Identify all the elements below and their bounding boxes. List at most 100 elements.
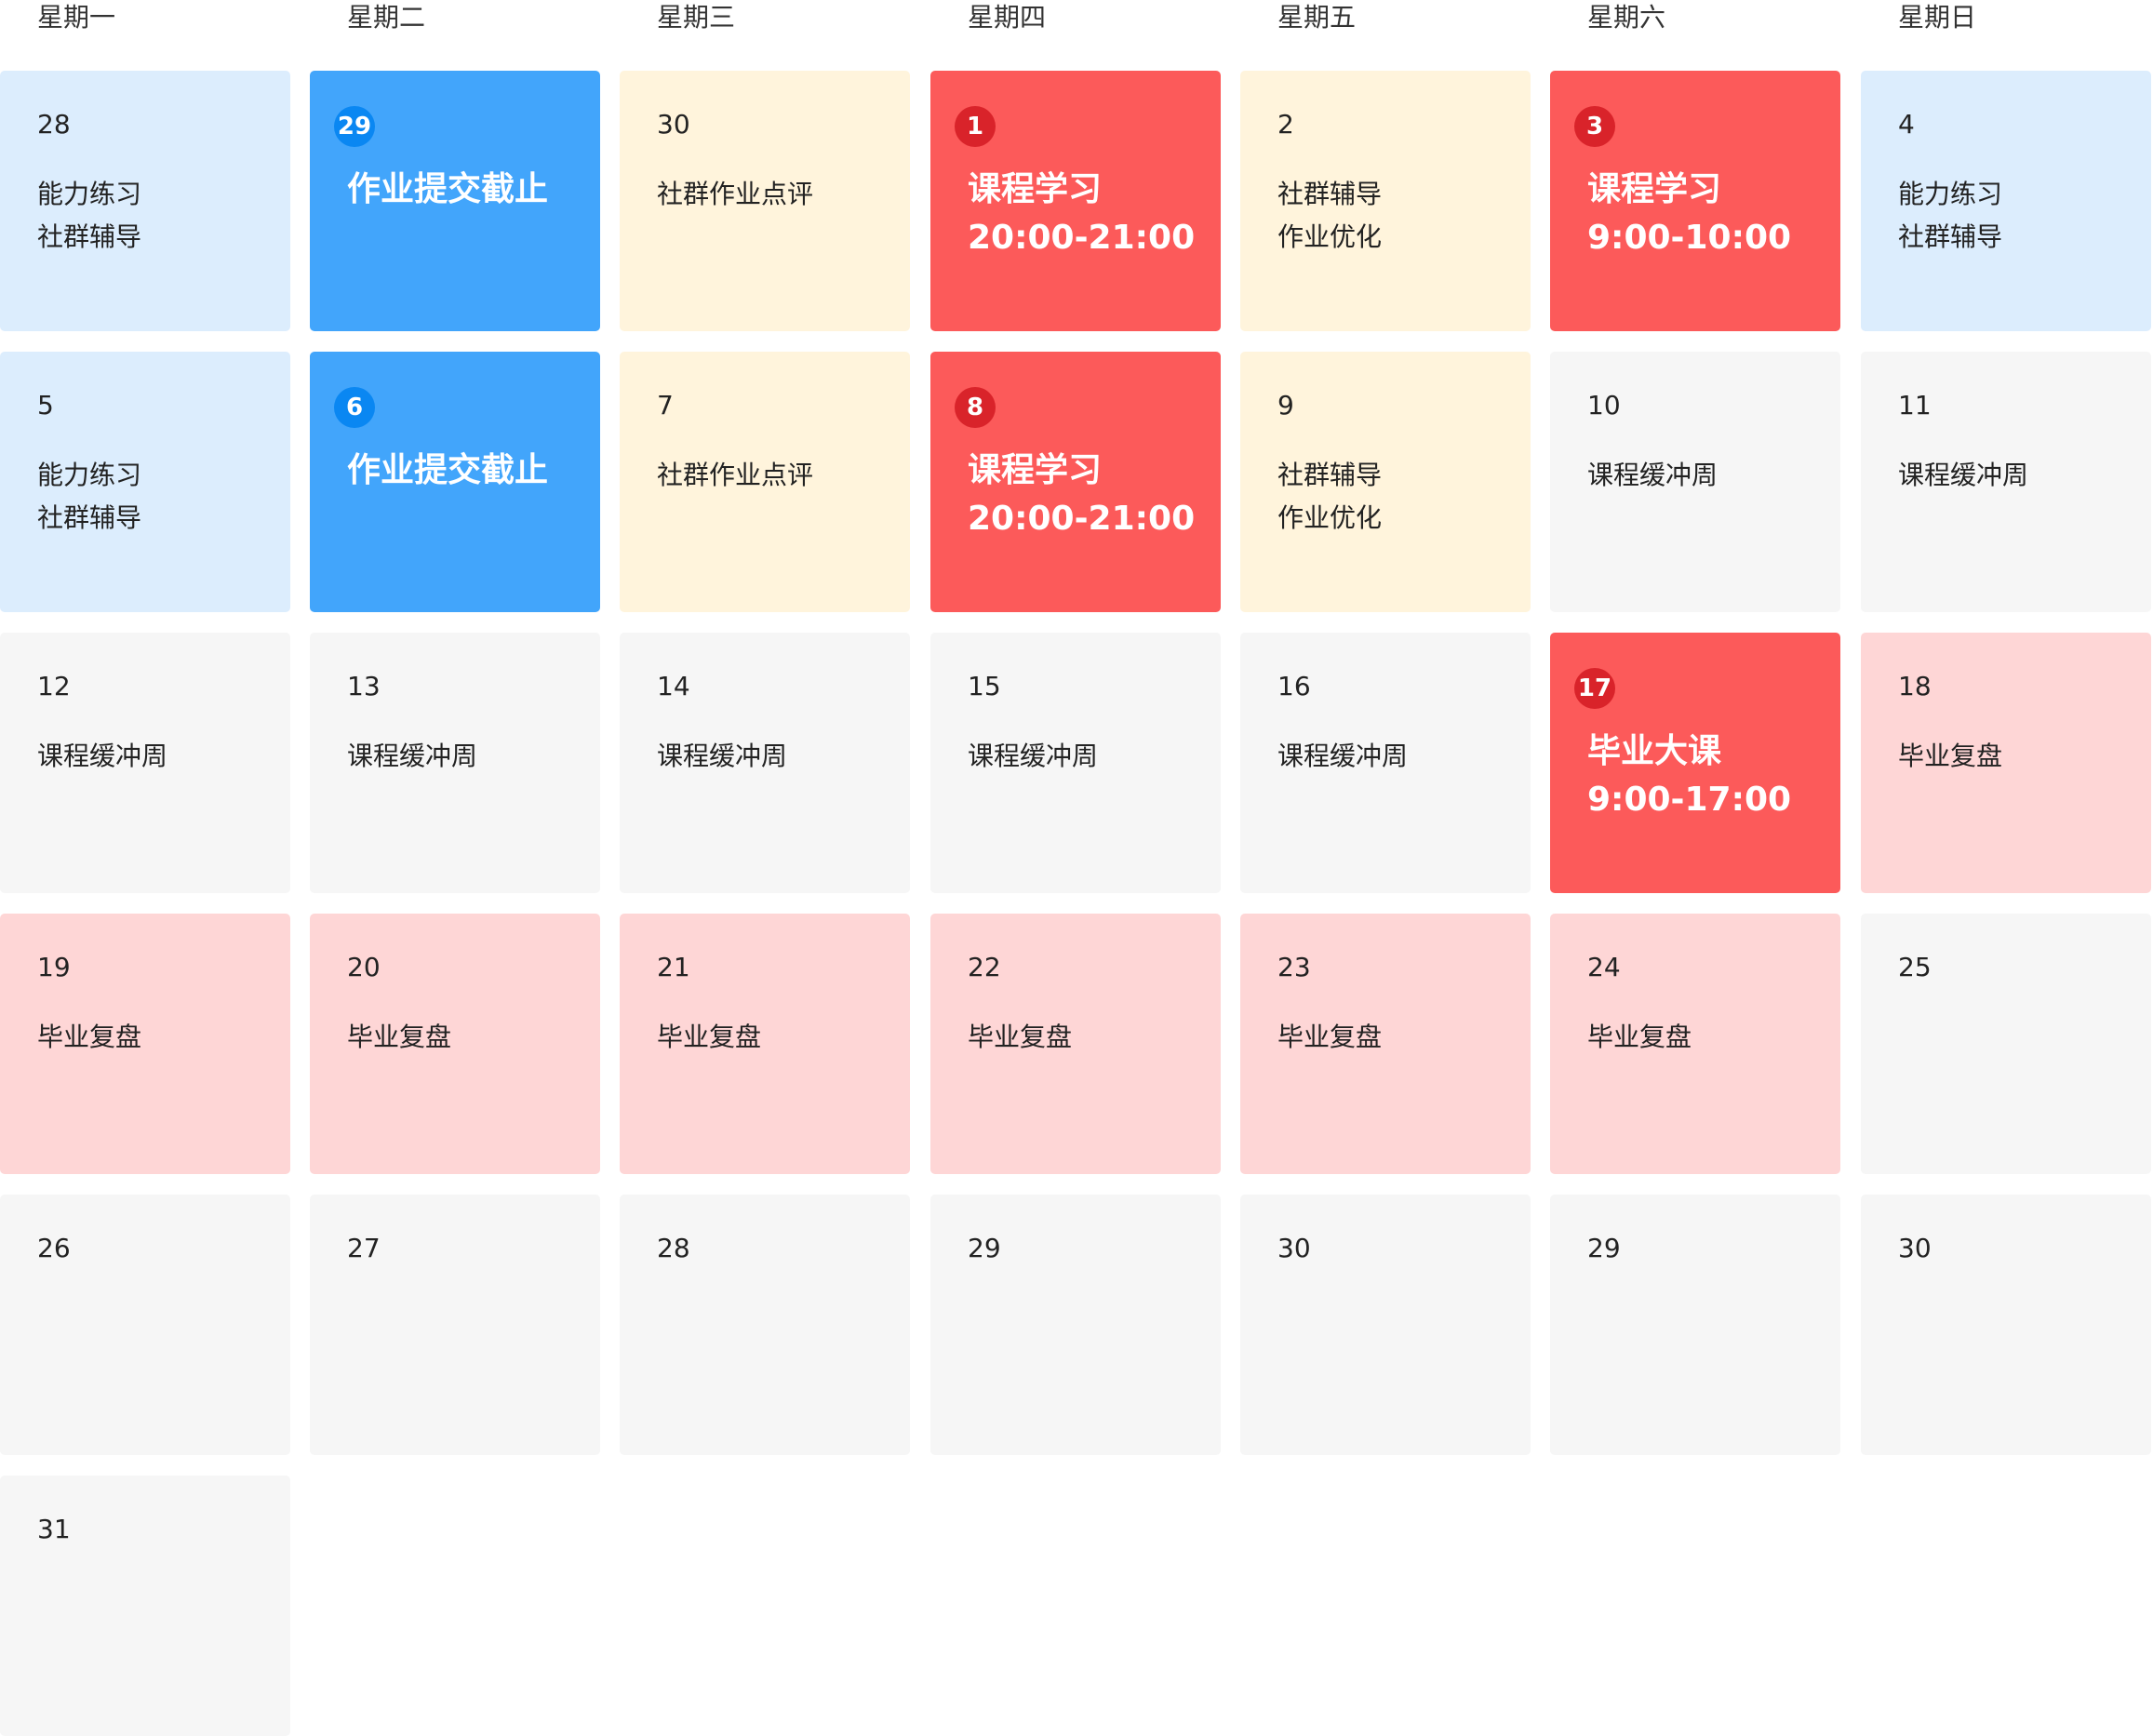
date-number: 15: [968, 671, 1001, 701]
weekday-sunday: 星期日: [1898, 2, 1977, 33]
day-events: 毕业复盘: [347, 1016, 591, 1059]
event-label: 课程缓冲周: [37, 741, 168, 771]
date-number: 21: [657, 952, 690, 982]
day-events: 能力练习 社群辅导: [37, 173, 281, 259]
day-events: 课程缓冲周: [657, 735, 901, 778]
day-cell[interactable]: 29: [1550, 1195, 1840, 1455]
date-number: 11: [1898, 390, 1932, 421]
day-events: 社群辅导 作业优化: [1277, 173, 1521, 259]
day-cell[interactable]: 28 能力练习 社群辅导: [0, 71, 290, 331]
day-cell[interactable]: 30: [1240, 1195, 1531, 1455]
event-label: 能力练习: [37, 179, 142, 209]
day-events: 毕业复盘: [1277, 1016, 1521, 1059]
day-cell[interactable]: 20 毕业复盘: [310, 914, 600, 1174]
day-events: 课程缓冲周: [968, 735, 1211, 778]
day-cell[interactable]: 30 社群作业点评: [620, 71, 910, 331]
date-number: 25: [1898, 952, 1932, 982]
day-cell[interactable]: 26: [0, 1195, 290, 1455]
day-events: 课程缓冲周: [1587, 454, 1831, 497]
day-cell[interactable]: 1 课程学习 20:00-21:00: [930, 71, 1221, 331]
day-cell[interactable]: 18 毕业复盘: [1861, 633, 2151, 893]
event-label: 能力练习: [37, 460, 142, 490]
day-cell[interactable]: 3 课程学习 9:00-10:00: [1550, 71, 1840, 331]
day-cell[interactable]: 13 课程缓冲周: [310, 633, 600, 893]
weekday-wednesday: 星期三: [657, 2, 736, 33]
date-number: 16: [1277, 671, 1311, 701]
date-badge: 17: [1574, 668, 1615, 709]
day-cell[interactable]: 31: [0, 1476, 290, 1736]
day-cell[interactable]: 17 毕业大课 9:00-17:00: [1550, 633, 1840, 893]
date-number: 7: [657, 390, 674, 421]
event-label: 毕业复盘: [657, 1022, 762, 1052]
day-cell[interactable]: 29: [930, 1195, 1221, 1455]
day-cell[interactable]: 23 毕业复盘: [1240, 914, 1531, 1174]
day-events: 社群作业点评: [657, 454, 901, 497]
event-label: 社群作业点评: [657, 460, 814, 490]
weekday-thursday: 星期四: [968, 2, 1047, 33]
day-cell[interactable]: 7 社群作业点评: [620, 352, 910, 612]
weekday-monday: 星期一: [37, 2, 116, 33]
date-badge: 8: [955, 387, 996, 428]
day-cell[interactable]: 10 课程缓冲周: [1550, 352, 1840, 612]
event-label: 社群辅导: [1277, 179, 1383, 209]
date-number: 28: [657, 1233, 690, 1263]
event-label: 课程缓冲周: [1587, 460, 1718, 490]
day-events: 课程缓冲周: [347, 735, 591, 778]
day-events: 毕业复盘: [37, 1016, 281, 1059]
day-cell[interactable]: 27: [310, 1195, 600, 1455]
day-events: 毕业复盘: [968, 1016, 1211, 1059]
event-label: 课程缓冲周: [968, 741, 1099, 771]
event-label: 9:00-10:00: [1587, 219, 1792, 257]
weekday-saturday: 星期六: [1587, 2, 1666, 33]
day-cell[interactable]: 19 毕业复盘: [0, 914, 290, 1174]
day-cell[interactable]: 5 能力练习 社群辅导: [0, 352, 290, 612]
event-label: 社群辅导: [1898, 221, 2003, 252]
date-number: 24: [1587, 952, 1621, 982]
event-label: 作业优化: [1277, 221, 1383, 252]
day-cell[interactable]: 15 课程缓冲周: [930, 633, 1221, 893]
date-number: 9: [1277, 390, 1294, 421]
day-cell[interactable]: 28: [620, 1195, 910, 1455]
day-cell[interactable]: 6 作业提交截止: [310, 352, 600, 612]
date-number: 2: [1277, 109, 1294, 140]
day-cell[interactable]: 9 社群辅导作业优化: [1240, 352, 1531, 612]
day-cell[interactable]: 8 课程学习 20:00-21:00: [930, 352, 1221, 612]
day-events: 能力练习 社群辅导: [37, 454, 281, 540]
day-cell[interactable]: 30: [1861, 1195, 2151, 1455]
day-events: 课程学习 9:00-10:00: [1587, 166, 1831, 262]
date-number: 12: [37, 671, 71, 701]
day-cell[interactable]: 25: [1861, 914, 2151, 1174]
weekday-tuesday: 星期二: [347, 2, 426, 33]
event-label: 作业提交截止: [347, 170, 549, 208]
event-label: 社群辅导: [37, 221, 142, 252]
day-cell[interactable]: 24 毕业复盘: [1550, 914, 1840, 1174]
day-cell[interactable]: 16 课程缓冲周: [1240, 633, 1531, 893]
date-badge: 3: [1574, 106, 1615, 147]
event-label: 社群作业点评: [657, 179, 814, 209]
date-number: 4: [1898, 109, 1915, 140]
event-label: 社群辅导: [37, 502, 142, 533]
day-cell[interactable]: 22 毕业复盘: [930, 914, 1221, 1174]
date-number: 27: [347, 1233, 381, 1263]
event-label: 毕业大课: [1587, 732, 1722, 770]
date-number: 30: [1898, 1233, 1932, 1263]
date-badge: 6: [334, 387, 375, 428]
day-cell[interactable]: 14 课程缓冲周: [620, 633, 910, 893]
day-cell[interactable]: 29 作业提交截止: [310, 71, 600, 331]
event-label: 作业优化: [1277, 502, 1383, 533]
event-label: 课程学习: [968, 170, 1103, 208]
event-label: 毕业复盘: [37, 1022, 142, 1052]
event-label: 社群辅导: [1277, 460, 1383, 490]
date-number: 30: [657, 109, 690, 140]
event-label: 能力练习: [1898, 179, 2003, 209]
day-cell[interactable]: 2 社群辅导作业优化: [1240, 71, 1531, 331]
event-label: 作业提交截止: [347, 451, 549, 489]
day-cell[interactable]: 21 毕业复盘: [620, 914, 910, 1174]
day-cell[interactable]: 12 课程缓冲周: [0, 633, 290, 893]
date-number: 29: [968, 1233, 1001, 1263]
event-label: 毕业复盘: [1277, 1022, 1383, 1052]
day-cell[interactable]: 4 能力练习社群辅导: [1861, 71, 2151, 331]
event-label: 课程学习: [1587, 170, 1722, 208]
day-cell[interactable]: 11 课程缓冲周: [1861, 352, 2151, 612]
